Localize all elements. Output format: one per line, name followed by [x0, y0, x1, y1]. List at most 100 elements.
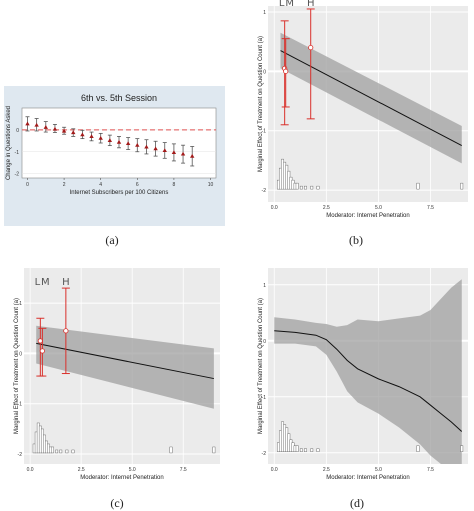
panel-a-point — [135, 142, 140, 147]
caption-c: (c) — [110, 496, 123, 510]
panel-c-bin-label-L: L — [35, 277, 41, 288]
panel-c-bin-point — [39, 348, 45, 354]
panel-b-y-tick-label: 1 — [263, 10, 266, 16]
panel-b-bin-label-L: L — [279, 0, 285, 9]
panel-b-histogram-bar — [316, 185, 320, 190]
panel-a-y-axis-label: Change in Questions Asked — [6, 106, 12, 180]
panel-b-x-axis-label: Moderator: Internet Penetration — [326, 213, 409, 219]
panel-b-histogram-bar — [299, 185, 303, 190]
panel-d-histogram-bar — [310, 448, 314, 452]
panel-a-point — [98, 135, 103, 140]
panel-a-x-tick-label: 6 — [136, 182, 139, 188]
panel-a-x-tick-label: 10 — [208, 182, 214, 188]
panel-b-y-axis-label: Marginal Effect of Treatment on Question… — [258, 36, 264, 172]
caption-a: (a) — [105, 233, 118, 247]
panel-c-histogram-bar — [59, 449, 63, 454]
panel-c-bin-point — [63, 328, 69, 334]
panel-b-y-tick-label: -2 — [262, 188, 267, 194]
panel-b-histogram-bar — [304, 185, 307, 190]
panel-a-point — [116, 139, 122, 144]
panel-c-histogram-bar — [212, 446, 216, 454]
panel-c-confidence-band — [36, 325, 214, 409]
panel-d-effect-line — [274, 330, 463, 432]
panel-d-histogram-bar — [416, 445, 420, 452]
caption-b: (b) — [349, 233, 363, 247]
panel-a-x-tick-label: 8 — [173, 182, 176, 188]
caption-d: (d) — [350, 496, 364, 510]
panel-a-x-axis-label: Internet Subscribers per 100 Citizens — [70, 190, 169, 196]
panel-c-histogram-bar — [51, 446, 54, 454]
panel-c-y-tick-label: 1 — [19, 301, 22, 307]
panel-a-point — [190, 153, 195, 158]
panel-d-histogram-bar — [460, 445, 464, 452]
panel-a-point — [171, 150, 177, 155]
panel-a-x-tick-label: 2 — [63, 182, 66, 188]
panel-a-y-tick-label: 0 — [16, 128, 19, 134]
panel-d-y-tick-label: -1 — [262, 395, 267, 401]
panel-d-confidence-band — [274, 279, 462, 464]
panel-d-y-tick-label: -2 — [262, 451, 267, 457]
panel-c-histogram-bar — [169, 446, 173, 454]
panel-d-y-tick-label: 0 — [263, 339, 266, 345]
panel-a-title: 6th vs. 5th Session — [81, 93, 157, 103]
panel-a-chart: 6th vs. 5th Session -2 -1 0 0 2 4 6 8 10 Internet … — [4, 86, 225, 226]
panel-a-y-tick-label: -2 — [15, 172, 20, 178]
panel-b-y-tick-label: 0 — [263, 69, 266, 75]
panel-c-bin-label-H: H — [62, 277, 70, 288]
panel-a-y-tick-label: -1 — [15, 150, 20, 156]
panel-d-x-tick-label: 2.5 — [323, 467, 330, 473]
panel-a-point — [107, 138, 113, 142]
panel-a-point — [71, 130, 76, 135]
panel-c-histogram-bar — [55, 449, 59, 454]
panel-b-bin-point — [308, 44, 314, 51]
panel-c-bin-point — [37, 338, 43, 344]
panel-c-x-axis-label: Moderator: Internet Penetration — [80, 475, 163, 481]
panel-b-bin-point — [283, 68, 289, 74]
panel-d-y-tick-label: 1 — [263, 283, 266, 289]
panel-d-histogram-bar — [304, 448, 307, 452]
panel-a-point — [89, 134, 94, 139]
panel-d-y-axis-label: Marginal Effect of Treatment on Question… — [258, 298, 264, 434]
panel-b-x-tick-label: 7.5 — [427, 205, 434, 211]
panel-b-x-tick-label: 2.5 — [323, 205, 330, 211]
panel-c-x-tick-label: 5.0 — [129, 467, 136, 473]
panel-b-x-tick-label: 0.0 — [271, 205, 278, 211]
panel-a-point — [52, 126, 58, 131]
panel-a-point — [162, 148, 167, 153]
panel-a-x-tick-label: 4 — [99, 182, 102, 188]
panel-b-histogram-bar — [310, 185, 314, 190]
panel-c-x-tick-label: 7.5 — [180, 467, 187, 473]
panel-d-x-tick-label: 7.5 — [427, 467, 434, 473]
panel-d-x-tick-label: 0.0 — [271, 467, 278, 473]
panel-b-histogram-bar — [460, 182, 464, 190]
panel-a-point — [25, 121, 30, 126]
panel-d-x-axis-label: Moderator: Internet Penetration — [326, 475, 409, 481]
panel-a-x-tick-label: 0 — [26, 182, 29, 188]
panel-b-chart: -2 -1 0 1 0.0 2.5 5.0 7.5 L M H Moderator: Internet… — [258, 0, 468, 219]
panel-c-histogram-bar — [71, 449, 75, 454]
panel-b-bin-label-M: M — [285, 0, 294, 9]
panel-d-x-tick-label: 5.0 — [375, 467, 382, 473]
panel-c-x-tick-label: 0.0 — [27, 467, 34, 473]
panel-a-point — [80, 132, 85, 137]
panel-c-chart: -2 -1 0 1 0.0 2.5 5.0 7.5 L M H Moderator: Internet… — [14, 268, 220, 481]
panel-a-point — [180, 151, 186, 156]
panel-b-histogram-bar — [295, 182, 299, 190]
panel-a-point — [125, 141, 131, 146]
panel-a-point — [61, 128, 67, 133]
panel-c-y-tick-label: 0 — [19, 351, 22, 357]
panel-c-y-tick-label: -2 — [18, 452, 23, 458]
panel-a-point — [43, 125, 48, 129]
panel-d-histogram-bar — [295, 445, 299, 452]
panel-b-y-tick-label: -1 — [262, 129, 267, 135]
panel-b-x-tick-label: 5.0 — [375, 205, 382, 211]
panel-b-histogram-bar — [416, 182, 420, 190]
panel-c-y-axis-label: Marginal Effect of Treatment on Question… — [14, 298, 20, 434]
panel-c-histogram-bar — [65, 449, 69, 454]
panel-b-bin-label-H: H — [307, 0, 315, 9]
panel-c-y-tick-label: -1 — [18, 402, 23, 408]
panel-a-point — [153, 146, 158, 151]
panel-c-x-tick-label: 2.5 — [78, 467, 85, 473]
panel-d-histogram-bar — [316, 448, 320, 452]
panel-d-histogram-bar — [299, 448, 303, 452]
